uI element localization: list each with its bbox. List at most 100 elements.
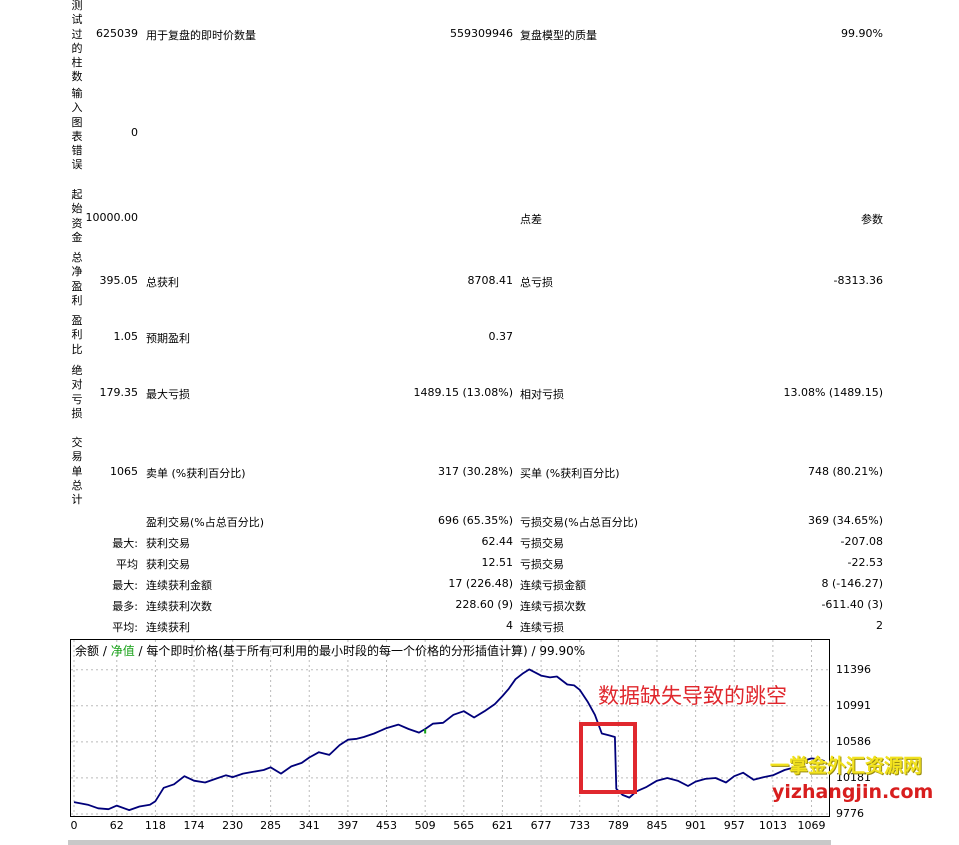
x-tick-label: 621	[491, 819, 513, 832]
rel-drawdown-label: 相对亏损	[520, 388, 564, 401]
x-tick-label: 733	[569, 819, 591, 832]
chart-errors-label: 输入图表错误	[71, 87, 83, 172]
row-left-label: 获利交易	[146, 558, 190, 571]
gross-loss-label: 总亏损	[520, 276, 553, 289]
x-tick-label: 453	[376, 819, 398, 832]
row-right-value: 8 (-146.27)	[821, 577, 883, 590]
x-tick-label: 1013	[758, 819, 787, 832]
row-left-value: 12.51	[481, 556, 514, 569]
expected-payoff-label: 预期盈利	[146, 332, 190, 345]
max-drawdown-label: 最大亏损	[146, 388, 190, 401]
row-left-label: 连续获利	[146, 621, 190, 634]
short-label: 卖单 (%获利百分比)	[146, 467, 246, 480]
row-left-label: 连续获利次数	[146, 600, 212, 613]
profit-factor-value: 1.05	[113, 330, 139, 343]
loss-trades-value: 369 (34.65%)	[807, 514, 883, 527]
row-right-value: -207.08	[840, 535, 883, 548]
watermark-url: yizhangjin.com	[772, 781, 934, 803]
abs-drawdown-value: 179.35	[99, 386, 139, 399]
x-tick-label: 509	[414, 819, 436, 832]
row-right-label: 连续亏损金额	[520, 579, 586, 592]
total-trades-value: 1065	[110, 465, 138, 478]
x-tick-label: 174	[183, 819, 205, 832]
chart-errors-value: 0	[131, 126, 138, 139]
equity-legend: 净值	[110, 644, 135, 658]
balance-series-line	[73, 668, 825, 811]
x-tick-label: 901	[685, 819, 707, 832]
spread-value: 参数	[861, 213, 883, 226]
row-right-label: 连续亏损	[520, 621, 564, 634]
y-tick-label: 10586	[836, 734, 871, 748]
row-left-label: 获利交易	[146, 537, 190, 550]
watermark-text: 一掌金外汇资源网	[770, 755, 923, 777]
x-tick-label: 285	[260, 819, 282, 832]
y-tick-label: 10181	[836, 770, 871, 784]
gross-profit-label: 总获利	[146, 276, 179, 289]
expected-payoff-value: 0.37	[488, 330, 514, 343]
gross-profit-value: 8708.41	[467, 274, 514, 287]
row-prefix: 最大:	[112, 537, 138, 550]
y-tick-label: 9776	[836, 807, 864, 820]
row-prefix: 平均:	[112, 621, 138, 634]
row-right-value: -22.53	[847, 556, 883, 569]
title-separator: /	[99, 644, 111, 658]
row-right-label: 亏损交易	[520, 537, 564, 550]
net-profit-label: 总净盈利	[71, 251, 83, 307]
total-trades-label: 交易单总计	[71, 436, 83, 507]
bottom-scrollbar[interactable]	[68, 840, 831, 845]
ticks-label: 用于复盘的即时价数量	[146, 29, 256, 42]
x-tick-label: 397	[337, 819, 359, 832]
x-tick-label: 341	[298, 819, 320, 832]
chart-title: 余额 / 净值 / 每个即时价格(基于所有可利用的最小时段的每一个价格的分形插值…	[75, 642, 585, 659]
x-tick-label: 230	[222, 819, 244, 832]
chart-title-rest: / 每个即时价格(基于所有可利用的最小时段的每一个价格的分形插值计算) / 99…	[134, 644, 586, 658]
abs-drawdown-label: 绝对亏损	[71, 364, 83, 420]
row-prefix: 最多:	[112, 600, 138, 613]
short-value: 317 (30.28%)	[437, 465, 513, 478]
profit-trades-value: 696 (65.35%)	[437, 514, 513, 527]
x-tick-label: 1069	[797, 819, 826, 832]
net-profit-value: 395.05	[99, 274, 139, 287]
annotation-text: 数据缺失导致的跳空	[598, 684, 787, 708]
long-label: 买单 (%获利百分比)	[520, 467, 620, 480]
long-value: 748 (80.21%)	[807, 465, 883, 478]
row-prefix: 最大:	[112, 579, 138, 592]
bars-tested-label: 测试过的柱数	[71, 0, 83, 84]
gross-loss-value: -8313.36	[833, 274, 883, 287]
row-right-label: 亏损交易	[520, 558, 564, 571]
row-left-value: 62.44	[481, 535, 514, 548]
x-tick-label: 62	[109, 819, 124, 832]
balance-legend: 余额	[75, 644, 100, 658]
row-right-label: 连续亏损次数	[520, 600, 586, 613]
x-tick-label: 118	[144, 819, 166, 832]
x-tick-label: 565	[453, 819, 475, 832]
rel-drawdown-value: 13.08% (1489.15)	[783, 386, 883, 399]
balance-chart	[70, 639, 830, 817]
y-tick-label: 10991	[836, 698, 871, 712]
profit-trades-label: 盈利交易(%占总百分比)	[146, 516, 265, 529]
x-tick-label: 677	[530, 819, 552, 832]
initial-deposit-value: 10000.00	[85, 211, 139, 224]
profit-factor-label: 盈利比	[71, 314, 83, 356]
row-left-value: 17 (226.48)	[448, 577, 513, 590]
row-left-value: 228.60 (9)	[455, 598, 513, 611]
x-tick-label: 0	[70, 819, 78, 832]
loss-trades-label: 亏损交易(%占总百分比)	[520, 516, 639, 529]
row-prefix: 平均	[116, 558, 138, 571]
quality-value: 99.90%	[841, 27, 883, 40]
y-tick-label: 11396	[836, 662, 871, 676]
x-tick-label: 789	[607, 819, 629, 832]
row-right-value: -611.40 (3)	[821, 598, 883, 611]
annotation-box	[579, 722, 637, 794]
quality-label: 复盘模型的质量	[520, 29, 597, 42]
row-left-label: 连续获利金额	[146, 579, 212, 592]
ticks-value: 559309946	[450, 27, 513, 40]
max-drawdown-value: 1489.15 (13.08%)	[413, 386, 513, 399]
spread-label: 点差	[520, 213, 542, 226]
row-right-value: 2	[876, 619, 883, 632]
row-left-value: 4	[506, 619, 513, 632]
x-tick-label: 957	[723, 819, 745, 832]
x-tick-label: 845	[646, 819, 668, 832]
initial-deposit-label: 起始资金	[71, 188, 83, 244]
